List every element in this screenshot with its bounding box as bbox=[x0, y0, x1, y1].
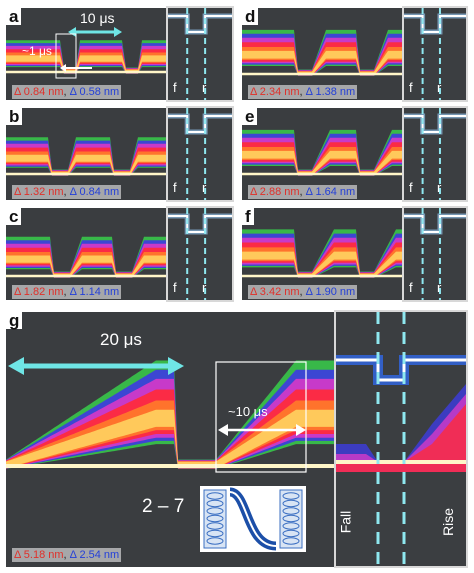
panel-c-delta-blue: Δ 1.14 nm bbox=[69, 286, 120, 298]
panel-b-rise-label: r bbox=[202, 180, 207, 195]
panel-c: Δ 1.82 nm, Δ 1.14 nm bbox=[6, 208, 166, 300]
panel-a-fall-label: f bbox=[173, 80, 177, 95]
panel-g-fall-label: Fall bbox=[337, 510, 354, 534]
panel-g-inset: Fall Rise bbox=[334, 310, 468, 568]
panel-e-label: e bbox=[242, 108, 258, 125]
panel-c-deltas: Δ 1.82 nm, Δ 1.14 nm bbox=[12, 285, 122, 299]
panel-g-delta-blue: Δ 2.54 nm bbox=[69, 549, 120, 561]
panel-g-rise-label: Rise bbox=[440, 507, 457, 537]
panel-e-delta-blue: Δ 1.64 nm bbox=[305, 186, 356, 198]
panel-g-period-label: 20 μs bbox=[100, 330, 142, 349]
panel-d: Δ 2.34 nm, Δ 1.38 nm bbox=[242, 8, 402, 100]
panel-c-label: c bbox=[6, 208, 22, 225]
panel-f-inset: f r bbox=[402, 206, 468, 302]
panel-g-delta-red: Δ 5.18 nm bbox=[14, 549, 64, 561]
panel-b: Δ 1.32 nm, Δ 0.84 nm bbox=[6, 108, 166, 200]
panel-d-label: d bbox=[242, 8, 259, 25]
panel-d-fall-label: f bbox=[409, 80, 413, 95]
panel-b-delta-blue: Δ 0.84 nm bbox=[69, 186, 120, 198]
panel-d-rise-label: r bbox=[437, 80, 442, 95]
panel-e-rise-label: r bbox=[437, 180, 442, 195]
panel-e-delta-red: Δ 2.88 nm bbox=[250, 186, 300, 198]
panel-b-delta-red: Δ 1.32 nm bbox=[14, 186, 64, 198]
panel-a-annotations bbox=[55, 27, 122, 79]
panel-e-inset: f r bbox=[402, 106, 468, 202]
panel-f-fall-label: f bbox=[409, 280, 413, 295]
panel-f-rise-label: r bbox=[437, 280, 442, 295]
panel-e: Δ 2.88 nm, Δ 1.64 nm bbox=[242, 108, 402, 200]
panel-b-deltas: Δ 1.32 nm, Δ 0.84 nm bbox=[12, 185, 122, 199]
panel-a-period-label: 10 μs bbox=[80, 10, 115, 26]
panel-d-inset: f r bbox=[402, 6, 468, 102]
panel-b-label: b bbox=[6, 108, 23, 125]
panel-c-rise-label: r bbox=[202, 280, 207, 295]
panel-f-delta-blue: Δ 1.90 nm bbox=[305, 286, 356, 298]
panel-a-label: a bbox=[6, 8, 22, 25]
panel-b-fall-label: f bbox=[173, 180, 177, 195]
panel-g-edge-label: ~10 μs bbox=[228, 404, 268, 419]
panel-a-rise-label: r bbox=[202, 80, 207, 95]
panel-a-deltas: Δ 0.84 nm, Δ 0.58 nm bbox=[12, 85, 122, 99]
panel-c-inset: f r bbox=[166, 206, 234, 302]
panel-a-edge-label: ~1 μs bbox=[22, 44, 52, 58]
panel-e-fall-label: f bbox=[409, 180, 413, 195]
panel-g-annotations bbox=[8, 357, 307, 473]
panel-a-delta-red: Δ 0.84 nm bbox=[14, 86, 64, 98]
panel-a-delta-blue: Δ 0.58 nm bbox=[69, 86, 120, 98]
panel-d-delta-blue: Δ 1.38 nm bbox=[305, 86, 356, 98]
panel-b-inset: f r bbox=[166, 106, 234, 202]
panel-a: Δ 0.84 nm, Δ 0.58 nm bbox=[6, 8, 166, 100]
panel-f-delta-red: Δ 3.42 nm bbox=[250, 286, 300, 298]
panel-a-inset: f r bbox=[166, 6, 234, 102]
panel-g-range-label: 2 – 7 bbox=[142, 496, 185, 517]
waveguide-icon bbox=[198, 484, 308, 554]
panel-d-delta-red: Δ 2.34 nm bbox=[250, 86, 300, 98]
panel-c-fall-label: f bbox=[173, 280, 177, 295]
panel-e-deltas: Δ 2.88 nm, Δ 1.64 nm bbox=[248, 185, 358, 199]
panel-f-label: f bbox=[242, 208, 254, 225]
panel-d-deltas: Δ 2.34 nm, Δ 1.38 nm bbox=[248, 85, 358, 99]
panel-f: Δ 3.42 nm, Δ 1.90 nm bbox=[242, 208, 402, 300]
panel-g-deltas: Δ 5.18 nm, Δ 2.54 nm bbox=[12, 548, 122, 562]
panel-c-delta-red: Δ 1.82 nm bbox=[14, 286, 64, 298]
panel-f-deltas: Δ 3.42 nm, Δ 1.90 nm bbox=[248, 285, 358, 299]
panel-g-label: g bbox=[6, 312, 23, 329]
